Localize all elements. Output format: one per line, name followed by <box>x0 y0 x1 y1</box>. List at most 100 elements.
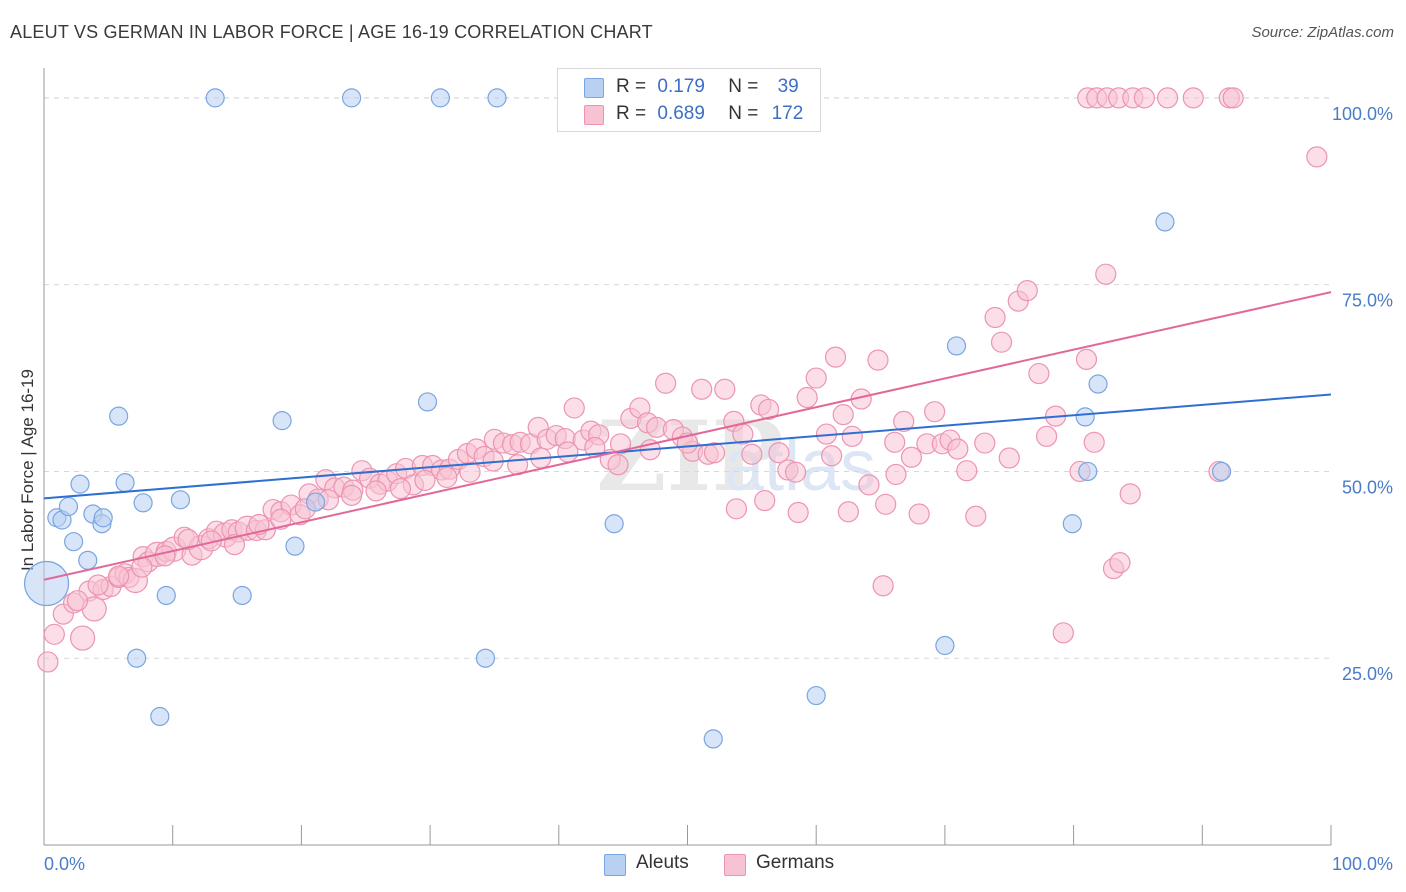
german-point[interactable] <box>177 528 199 551</box>
aleut-point[interactable] <box>341 88 362 108</box>
german-point[interactable] <box>223 534 246 556</box>
german-point[interactable] <box>37 651 59 673</box>
german-point[interactable] <box>1109 551 1131 574</box>
source-credit[interactable]: Source: ZipAtlas.com <box>1251 24 1394 41</box>
german-point[interactable] <box>557 441 579 463</box>
aleut-point[interactable] <box>487 88 507 108</box>
aleut-point[interactable] <box>285 536 305 556</box>
german-point[interactable] <box>108 565 130 587</box>
german-point[interactable] <box>725 498 748 520</box>
aleut-point[interactable] <box>946 336 967 356</box>
aleut-point[interactable] <box>806 685 826 706</box>
german-point[interactable] <box>884 431 906 453</box>
german-point[interactable] <box>70 625 96 651</box>
german-point[interactable] <box>832 404 854 426</box>
german-point[interactable] <box>66 590 89 612</box>
german-point[interactable] <box>965 505 987 527</box>
german-point[interactable] <box>841 425 863 447</box>
german-point[interactable] <box>872 575 894 597</box>
aleut-point[interactable] <box>935 635 955 656</box>
german-point[interactable] <box>974 432 996 454</box>
aleut-point[interactable] <box>64 532 84 552</box>
german-point[interactable] <box>1035 425 1058 447</box>
german-point[interactable] <box>1182 87 1204 109</box>
german-point[interactable] <box>990 331 1013 353</box>
german-point[interactable] <box>1156 87 1179 109</box>
aleut-point[interactable] <box>604 514 624 534</box>
german-point[interactable] <box>414 469 436 492</box>
german-point[interactable] <box>858 474 880 496</box>
aleut-point[interactable] <box>93 508 113 528</box>
aleut-point[interactable] <box>1062 514 1082 534</box>
german-point[interactable] <box>703 442 726 464</box>
aleut-point[interactable] <box>475 648 496 668</box>
german-point[interactable] <box>908 503 930 525</box>
german-point[interactable] <box>754 489 776 512</box>
german-point[interactable] <box>43 623 65 645</box>
german-point[interactable] <box>270 508 292 530</box>
german-point[interactable] <box>956 460 978 482</box>
german-point[interactable] <box>805 367 827 389</box>
aleut-point[interactable] <box>430 88 450 108</box>
german-point[interactable] <box>1095 263 1117 285</box>
aleut-point[interactable] <box>70 474 90 494</box>
german-point[interactable] <box>655 372 677 394</box>
aleut-point[interactable] <box>1212 461 1232 482</box>
aleut-point[interactable] <box>115 473 135 493</box>
aleut-point[interactable] <box>272 411 292 431</box>
german-point[interactable] <box>87 574 109 596</box>
german-point[interactable] <box>1028 362 1050 385</box>
german-point[interactable] <box>875 493 897 515</box>
aleut-point[interactable] <box>205 88 225 108</box>
aleut-point[interactable] <box>78 550 98 570</box>
german-point[interactable] <box>824 346 847 368</box>
aleut-point[interactable] <box>170 490 191 510</box>
german-point[interactable] <box>340 484 363 506</box>
aleut-point[interactable] <box>133 493 153 513</box>
german-point[interactable] <box>436 466 458 489</box>
aleut-point[interactable] <box>58 496 79 517</box>
german-point[interactable] <box>947 438 969 460</box>
german-point[interactable] <box>821 445 843 467</box>
german-point[interactable] <box>768 442 790 464</box>
german-point[interactable] <box>893 410 915 432</box>
german-point[interactable] <box>924 401 946 423</box>
aleut-point[interactable] <box>1078 461 1098 482</box>
aleut-point[interactable] <box>417 392 438 412</box>
aleut-point[interactable] <box>150 706 170 727</box>
german-point[interactable] <box>365 480 387 502</box>
aleut-point[interactable] <box>156 585 176 606</box>
german-point[interactable] <box>785 461 807 483</box>
german-point[interactable] <box>563 397 585 419</box>
german-point[interactable] <box>1133 87 1155 109</box>
aleut-point[interactable] <box>23 560 70 607</box>
german-point[interactable] <box>248 513 270 536</box>
german-point[interactable] <box>1016 280 1038 302</box>
aleut-point[interactable] <box>127 648 147 668</box>
german-point[interactable] <box>154 545 176 567</box>
aleut-point[interactable] <box>109 406 129 426</box>
german-point[interactable] <box>607 454 629 476</box>
german-point[interactable] <box>691 378 713 400</box>
aleut-point[interactable] <box>232 585 252 606</box>
aleut-point[interactable] <box>1075 407 1095 427</box>
german-point[interactable] <box>1119 483 1141 505</box>
german-point[interactable] <box>998 447 1020 469</box>
german-point[interactable] <box>1083 431 1105 453</box>
german-point[interactable] <box>787 501 809 524</box>
aleut-point[interactable] <box>305 492 326 512</box>
german-point[interactable] <box>837 501 859 523</box>
german-point[interactable] <box>900 446 923 468</box>
german-point[interactable] <box>459 461 481 483</box>
german-point[interactable] <box>984 306 1006 329</box>
aleut-point[interactable] <box>1088 374 1108 394</box>
german-point[interactable] <box>1075 348 1098 370</box>
german-point[interactable] <box>796 386 818 409</box>
german-point[interactable] <box>1222 87 1244 109</box>
german-point[interactable] <box>885 463 907 486</box>
german-point[interactable] <box>714 378 736 400</box>
aleut-point[interactable] <box>1155 212 1175 232</box>
german-point[interactable] <box>389 478 412 500</box>
german-point[interactable] <box>741 443 763 465</box>
german-point[interactable] <box>1052 622 1074 644</box>
